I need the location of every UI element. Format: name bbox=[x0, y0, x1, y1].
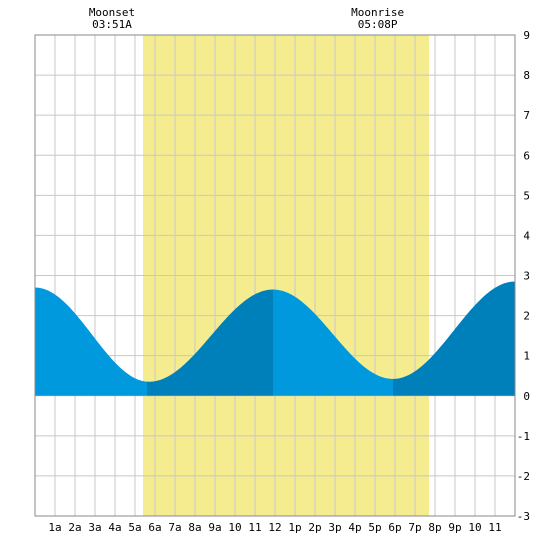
x-tick-label: 9p bbox=[448, 521, 461, 534]
y-tick-label: 5 bbox=[523, 189, 530, 202]
x-tick-label: 1a bbox=[48, 521, 61, 534]
x-tick-label: 5p bbox=[368, 521, 381, 534]
plot-frame bbox=[34, 34, 516, 517]
event-label: Moonrise bbox=[351, 6, 404, 19]
x-tick-label: 7a bbox=[168, 521, 181, 534]
tide-segment bbox=[35, 287, 147, 396]
x-tick-label: 7p bbox=[408, 521, 421, 534]
y-tick-label: 9 bbox=[523, 29, 530, 42]
x-tick-label: 2p bbox=[308, 521, 321, 534]
x-tick-label: 6a bbox=[148, 521, 161, 534]
x-tick-label: 4p bbox=[348, 521, 361, 534]
tide-segment bbox=[393, 281, 515, 396]
x-tick-label: 10 bbox=[228, 521, 241, 534]
x-tick-label: 1p bbox=[288, 521, 301, 534]
y-tick-label: 8 bbox=[523, 69, 530, 82]
y-tick-label: 6 bbox=[523, 149, 530, 162]
x-tick-label: 3p bbox=[328, 521, 341, 534]
x-tick-label: 4a bbox=[108, 521, 121, 534]
x-tick-label: 6p bbox=[388, 521, 401, 534]
x-tick-label: 8p bbox=[428, 521, 441, 534]
y-tick-label: -1 bbox=[517, 430, 530, 443]
x-tick-label: 3a bbox=[88, 521, 101, 534]
x-axis-ticks: 1a 2a 3a 4a 5a 6a 7a 8a 9a 10 11 12 1p 2p 3p 4p 5p 6p 7p 8p… bbox=[48, 521, 501, 534]
tide-area bbox=[35, 281, 515, 396]
tide-segment bbox=[273, 289, 393, 396]
x-tick-label: 11 bbox=[488, 521, 501, 534]
x-tick-label: 9a bbox=[208, 521, 221, 534]
y-tick-label: 1 bbox=[523, 350, 530, 363]
y-tick-label: 2 bbox=[523, 310, 530, 323]
event-time: 03:51A bbox=[92, 18, 132, 31]
x-tick-label: 11 bbox=[248, 521, 261, 534]
event-label: Moonset bbox=[89, 6, 135, 19]
x-tick-label: 8a bbox=[188, 521, 201, 534]
y-tick-label: 0 bbox=[523, 390, 530, 403]
y-axis-ticks: -3 -2 -1 0 1 2 3 4 5 6 7 8 9 bbox=[517, 29, 531, 523]
event-time: 05:08P bbox=[358, 18, 398, 31]
y-tick-label: -3 bbox=[517, 510, 530, 523]
y-tick-label: 4 bbox=[523, 229, 530, 242]
x-tick-label: 12 bbox=[268, 521, 281, 534]
y-tick-label: 3 bbox=[523, 270, 530, 283]
grid-lines bbox=[35, 34, 515, 517]
x-tick-label: 10 bbox=[468, 521, 481, 534]
y-tick-label: 7 bbox=[523, 109, 530, 122]
x-tick-label: 5a bbox=[128, 521, 141, 534]
x-tick-label: 2a bbox=[68, 521, 81, 534]
y-tick-label: -2 bbox=[517, 470, 530, 483]
tide-segment bbox=[147, 289, 273, 396]
